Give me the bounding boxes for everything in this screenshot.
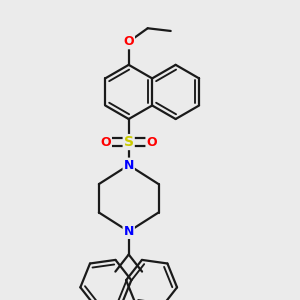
Text: S: S [124,135,134,149]
Text: O: O [123,35,134,48]
Text: N: N [124,159,134,172]
Text: O: O [146,136,157,148]
Text: O: O [100,136,111,148]
Text: N: N [124,225,134,238]
